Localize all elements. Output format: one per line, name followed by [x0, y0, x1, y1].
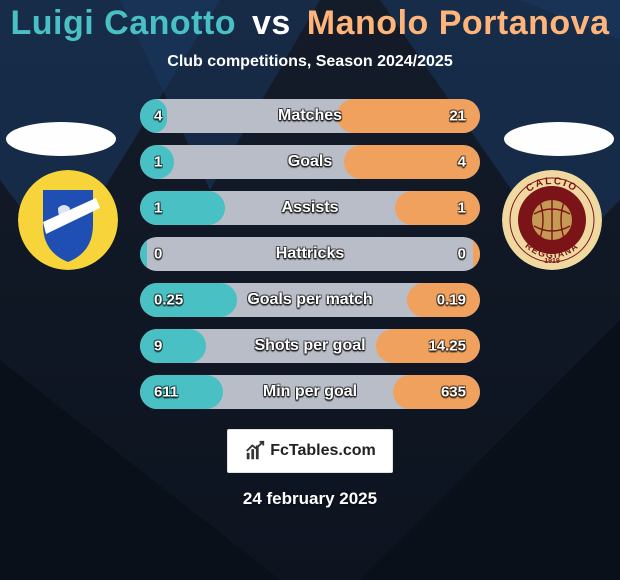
stat-bar-value-left: 611 [154, 384, 178, 401]
stat-bar-label: Matches [278, 107, 342, 125]
stat-bar-value-left: 4 [154, 108, 162, 125]
stat-bar-label: Goals [288, 153, 332, 171]
stat-bar-fill-left [140, 329, 206, 363]
stat-bar-value-left: 9 [154, 338, 162, 355]
stat-bar-value-right: 1 [458, 200, 466, 217]
stat-bar-row: Assists 1 1 [140, 191, 480, 225]
stat-bar-fill-left [140, 237, 147, 271]
stat-bar-value-left: 1 [154, 200, 162, 217]
stat-bar-value-left: 1 [154, 154, 162, 171]
stat-bar-row: Min per goal 611 635 [140, 375, 480, 409]
branding-text: FcTables.com [270, 442, 376, 460]
stat-bar-label: Shots per goal [254, 337, 365, 355]
stat-bar-row: Shots per goal 9 14.25 [140, 329, 480, 363]
stat-bar-fill-right [473, 237, 480, 271]
stat-bar-label: Goals per match [247, 291, 372, 309]
vs-separator: vs [252, 4, 291, 42]
stat-bar-value-right: 21 [449, 108, 466, 125]
player2-photo-placeholder [504, 122, 614, 156]
svg-text:1919: 1919 [544, 258, 560, 265]
stat-bar-row: Matches 4 21 [140, 99, 480, 133]
stat-bar-fill-left [140, 375, 223, 409]
fctables-logo-icon [244, 440, 266, 462]
stat-bar-row: Hattricks 0 0 [140, 237, 480, 271]
player1-photo-placeholder [6, 122, 116, 156]
stat-bar-label: Min per goal [263, 383, 357, 401]
player1-name: Luigi Canotto [11, 4, 237, 42]
stat-bar-label: Hattricks [276, 245, 344, 263]
stat-bar-value-right: 0.19 [437, 292, 466, 309]
stat-bar-value-left: 0.25 [154, 292, 183, 309]
stat-bar-value-right: 635 [441, 384, 466, 401]
stat-bars: Matches 4 21 Goals 1 4 Assists 1 1 Hattricks 0 0 Goa… [140, 99, 480, 409]
stat-bar-row: Goals per match 0.25 0.19 [140, 283, 480, 317]
stat-bar-fill-right [393, 375, 480, 409]
stat-bar-fill-right [395, 191, 480, 225]
comparison-title: Luigi Canotto vs Manolo Portanova [11, 4, 610, 43]
stat-bar-value-left: 0 [154, 246, 162, 263]
club-crest-left [18, 170, 118, 270]
stat-bar-fill-left [140, 191, 225, 225]
player2-name: Manolo Portanova [307, 4, 610, 42]
stat-bar-label: Assists [282, 199, 339, 217]
subtitle: Club competitions, Season 2024/2025 [167, 53, 452, 71]
stat-bar-value-right: 4 [458, 154, 466, 171]
stat-bar-row: Goals 1 4 [140, 145, 480, 179]
club-crest-right: CALCIO REGGIANA 1919 [502, 170, 602, 270]
branding-badge: FcTables.com [227, 429, 393, 473]
infographic-date: 24 february 2025 [243, 489, 377, 509]
stat-bar-value-right: 14.25 [428, 338, 466, 355]
stat-bar-value-right: 0 [458, 246, 466, 263]
